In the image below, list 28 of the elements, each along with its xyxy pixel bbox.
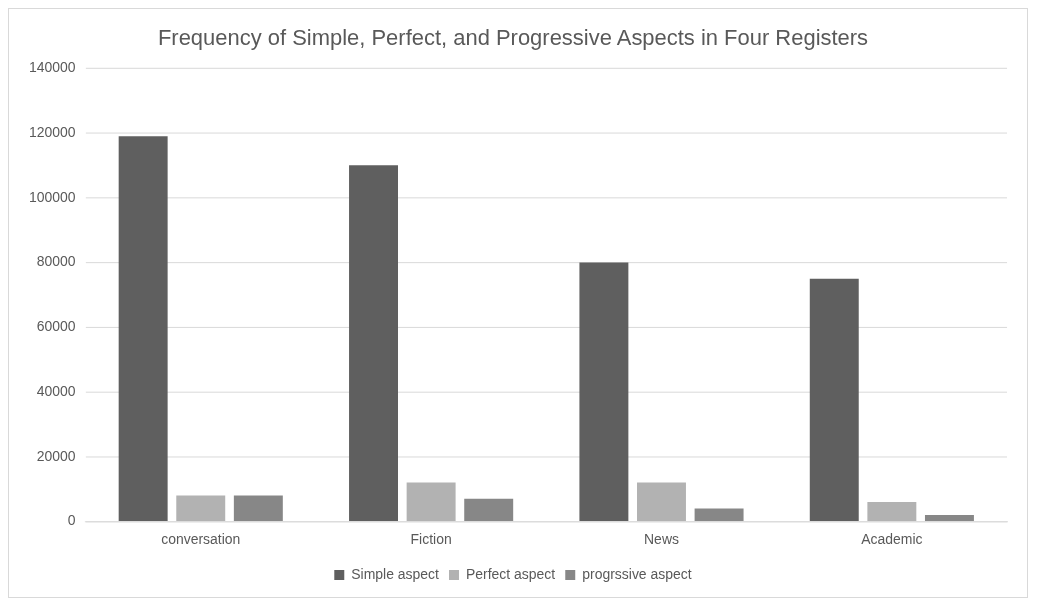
legend-label: progrssive aspect [582,565,692,582]
bar [694,508,744,521]
bar [118,136,168,521]
y-tick-label: 20000 [36,447,76,464]
chart-title: Frequency of Simple, Perfect, and Progressive Aspects in Four Registers [157,25,869,51]
y-tick-label: 100000 [28,188,76,205]
bar [464,498,514,521]
y-tick-label: 80000 [36,253,76,270]
y-tick-label: 140000 [28,59,76,76]
x-tick-label: Academic [861,530,923,547]
x-tick-label: News [644,530,679,547]
bar [809,278,859,521]
bar [867,502,917,521]
bar [579,262,629,521]
x-tick-label: conversation [161,530,241,547]
y-tick-label: 40000 [36,382,76,399]
legend-label: Simple aspect [351,565,440,582]
bar [406,482,456,521]
y-tick-label: 60000 [36,318,76,335]
y-tick-label: 0 [67,512,76,529]
bar [176,495,226,521]
bar [233,495,283,521]
bar [924,514,974,521]
y-tick-label: 120000 [28,123,76,140]
bar [637,482,686,521]
legend-label: Perfect aspect [465,565,556,582]
bar [349,165,398,521]
x-tick-label: Fiction [410,530,452,547]
